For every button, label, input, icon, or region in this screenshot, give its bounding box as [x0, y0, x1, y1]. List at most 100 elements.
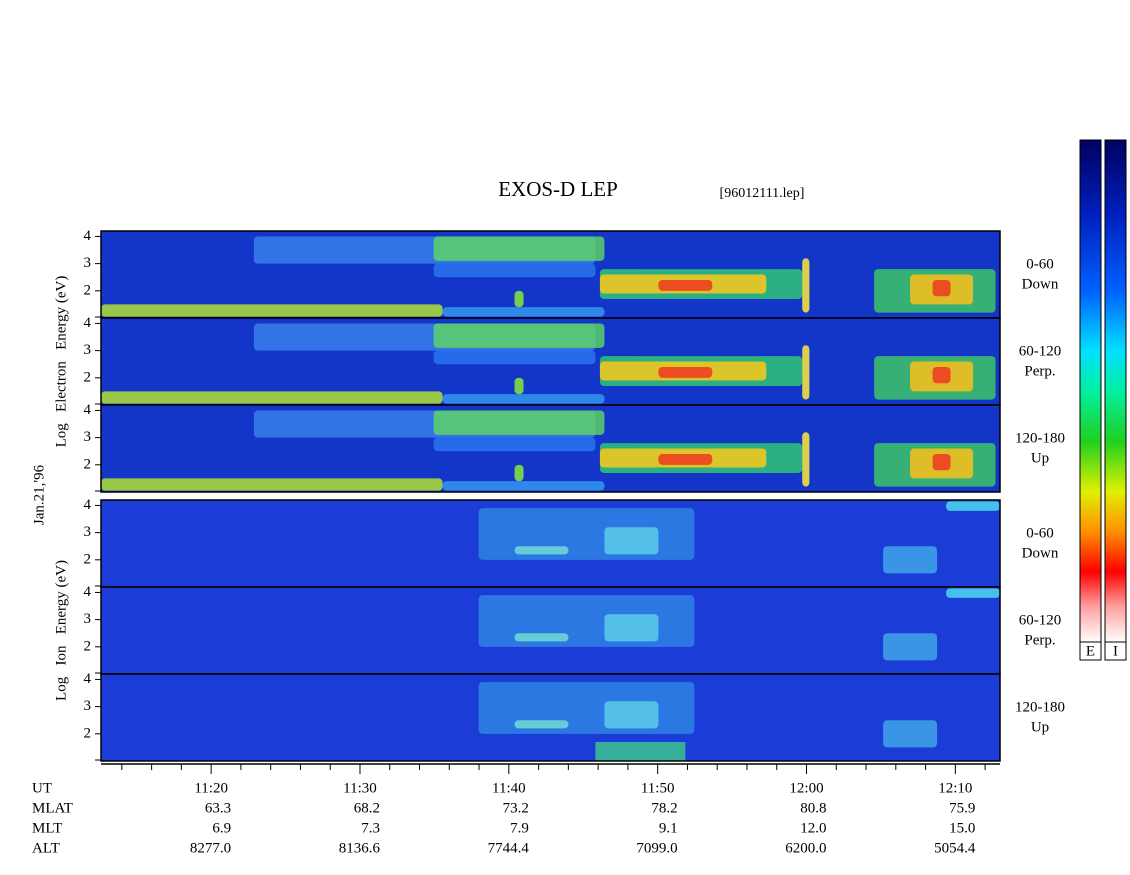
- flux-region: [514, 546, 569, 555]
- spectrogram-panel: [100, 673, 1001, 762]
- spectrogram-panel: [100, 499, 1001, 588]
- ephemeris-value: 6.9: [212, 820, 231, 836]
- y-tick-label: 4: [84, 402, 92, 418]
- flux-region: [514, 720, 569, 729]
- flux-region: [604, 701, 659, 729]
- panel-label: 0-60: [1026, 256, 1054, 272]
- panel-frame: [100, 404, 1001, 493]
- flux-region: [514, 377, 524, 395]
- panel-background: [101, 500, 1000, 587]
- y-tick-label: 3: [84, 429, 92, 445]
- flux-region: [442, 481, 605, 491]
- ephemeris-value: 8277.0: [190, 840, 231, 856]
- flux-region: [433, 263, 596, 278]
- y-tick-label: 3: [84, 342, 92, 358]
- panel-background: [101, 674, 1000, 761]
- ephemeris-value: 75.9: [949, 800, 975, 816]
- flux-region: [433, 437, 596, 452]
- flux-region: [433, 323, 605, 348]
- ephemeris-value: 7.9: [510, 820, 529, 836]
- colorbar: [1079, 139, 1102, 643]
- y-tick-label: 2: [84, 456, 92, 472]
- flux-region: [932, 366, 951, 384]
- flux-region: [604, 527, 659, 555]
- x-tick-label: 12:00: [789, 780, 823, 796]
- y-tick-label: 4: [84, 497, 92, 513]
- ephemeris-value: 68.2: [354, 800, 380, 816]
- y-tick-label: 3: [84, 524, 92, 540]
- ephemeris-label: MLT: [32, 820, 62, 836]
- colorbar-box: [1104, 641, 1127, 661]
- y-axis-label: Log Ion Energy (eV): [53, 560, 69, 701]
- x-axis-label: UT: [32, 780, 52, 796]
- flux-region: [101, 478, 443, 491]
- flux-region: [433, 350, 596, 365]
- y-tick-label: 2: [84, 282, 92, 298]
- flux-region: [658, 279, 713, 291]
- spectrogram-panel: [100, 317, 1001, 406]
- ephemeris-value: 7.3: [361, 820, 380, 836]
- spectrogram-panel: [100, 404, 1001, 493]
- ephemeris-value: 8136.6: [339, 840, 381, 856]
- y-tick-label: 2: [84, 369, 92, 385]
- y-tick-label: 4: [84, 584, 92, 600]
- ephemeris-value: 6200.0: [785, 840, 826, 856]
- panel-label: 120-180: [1015, 430, 1065, 446]
- chart-subtitle: [96012111.lep]: [720, 186, 805, 201]
- ephemeris-value: 5054.4: [934, 840, 976, 856]
- panel-label: Perp.: [1024, 363, 1055, 379]
- flux-region: [883, 546, 938, 574]
- y-tick-label: 4: [84, 315, 92, 331]
- y-tick-label: 4: [84, 671, 92, 687]
- flux-region: [433, 410, 605, 435]
- flux-region: [883, 720, 938, 748]
- flux-region: [802, 345, 810, 400]
- y-tick-label: 2: [84, 638, 92, 654]
- panel-label: Down: [1022, 545, 1059, 561]
- y-tick-label: 2: [84, 725, 92, 741]
- flux-region: [514, 290, 524, 308]
- flux-region: [658, 453, 713, 465]
- panel-label: Up: [1031, 450, 1049, 466]
- colorbar-label: I: [1113, 643, 1118, 659]
- flux-region: [514, 633, 569, 642]
- flux-region: [478, 595, 695, 647]
- flux-region: [604, 614, 659, 642]
- flux-region: [932, 279, 951, 297]
- colorbars: E I: [1079, 139, 1127, 661]
- y-tick-label: 3: [84, 611, 92, 627]
- flux-region: [101, 391, 443, 404]
- panel-label: 0-60: [1026, 525, 1054, 541]
- ephemeris-label: MLAT: [32, 800, 73, 816]
- panel-label: Down: [1022, 276, 1059, 292]
- y-tick-label: 3: [84, 698, 92, 714]
- panel-label: Up: [1031, 719, 1049, 735]
- y-tick-label: 2: [84, 551, 92, 567]
- panel-label: 60-120: [1019, 612, 1062, 628]
- ephemeris-value: 7099.0: [636, 840, 677, 856]
- y-axis-label: Log Electron Energy (eV): [53, 276, 69, 448]
- ephemeris-value: 80.8: [800, 800, 826, 816]
- ephemeris-value: 78.2: [651, 800, 677, 816]
- panel-label: 120-180: [1015, 699, 1065, 715]
- chart-title: EXOS-D LEP: [498, 177, 618, 201]
- x-tick-label: 11:40: [492, 780, 526, 796]
- colorbar-box: [1079, 641, 1102, 661]
- flux-region: [595, 741, 686, 761]
- flux-region: [514, 464, 524, 482]
- x-tick-label: 11:50: [641, 780, 675, 796]
- ephemeris-value: 7744.4: [488, 840, 530, 856]
- x-tick-label: 11:30: [343, 780, 377, 796]
- ephemeris-value: 73.2: [503, 800, 529, 816]
- flux-region: [101, 304, 443, 317]
- date-label: Jan.21,'96: [31, 464, 47, 525]
- flux-region: [883, 633, 938, 661]
- ephemeris-value: 12.0: [800, 820, 826, 836]
- ephemeris-value: 15.0: [949, 820, 975, 836]
- flux-region: [478, 682, 695, 734]
- x-tick-label: 12:10: [938, 780, 972, 796]
- flux-region: [658, 366, 713, 378]
- flux-region: [802, 258, 810, 313]
- flux-region: [478, 508, 695, 560]
